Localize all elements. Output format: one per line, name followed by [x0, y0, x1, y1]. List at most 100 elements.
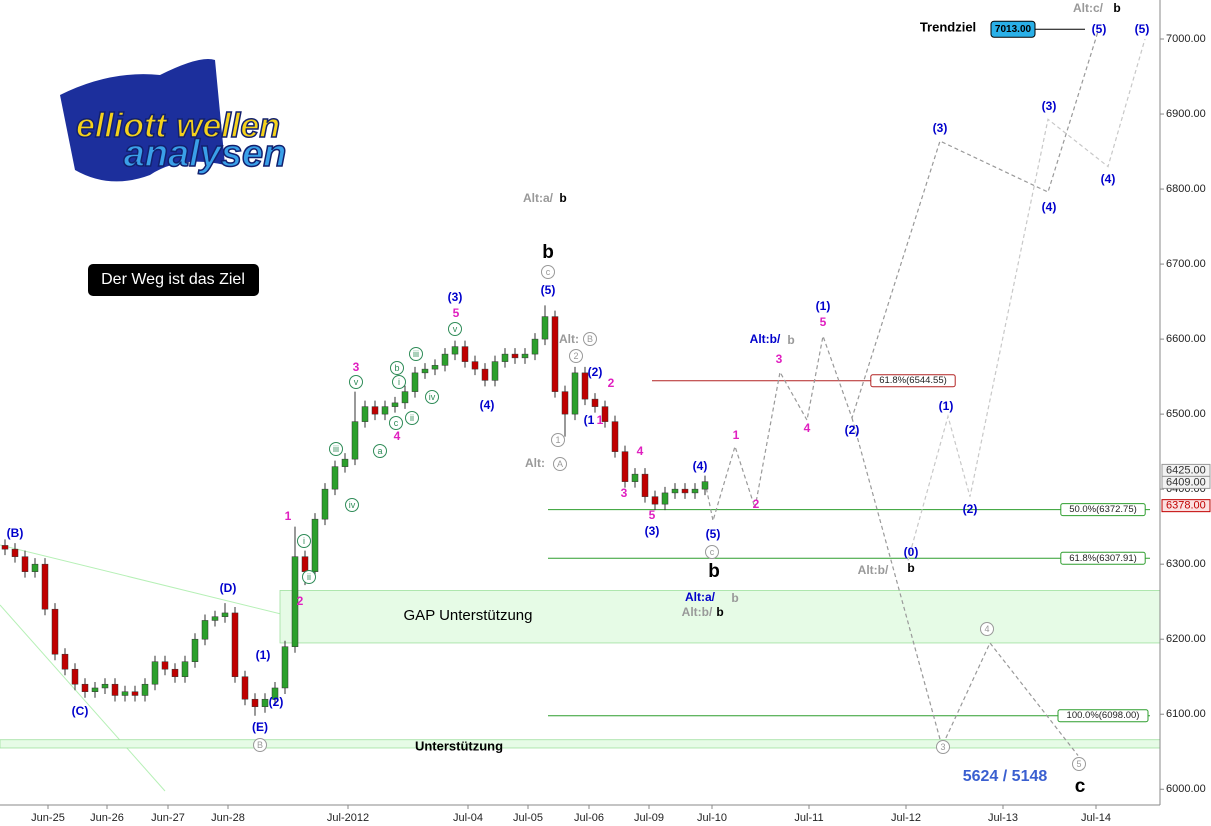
annotation-circle	[349, 375, 363, 389]
x-tick-label: Jul-11	[794, 812, 823, 824]
annotation: Alt:c/	[1073, 1, 1104, 15]
annotation: 1	[285, 509, 292, 523]
candle-body	[181, 661, 189, 677]
annotation: b	[731, 591, 738, 605]
annotation: b	[559, 191, 566, 205]
candle-body	[141, 683, 149, 696]
band	[279, 590, 1161, 644]
candle-body	[641, 473, 649, 497]
x-tick-label: Jul-05	[513, 812, 543, 824]
candle-body	[581, 372, 589, 400]
annotation: 5	[453, 306, 460, 320]
annotation: 2	[608, 376, 615, 390]
annotation: 1	[597, 413, 604, 427]
y-tick-label: 6600.00	[1166, 333, 1206, 345]
trend-line	[0, 604, 166, 792]
annotation-circle	[392, 375, 406, 389]
candle-body	[91, 687, 99, 692]
candle-body	[371, 406, 379, 415]
annotation-circle	[1072, 757, 1086, 771]
annotation-circle	[980, 622, 994, 636]
candle-body	[611, 421, 619, 452]
candle-body	[291, 556, 299, 647]
annotation: B	[257, 740, 263, 750]
annotation-circle	[345, 498, 359, 512]
x-tick-label: Jun-27	[151, 812, 185, 824]
logo-flag	[60, 59, 225, 182]
annotation: 3	[776, 352, 783, 366]
annotation: 4	[394, 429, 401, 443]
candle-body	[571, 372, 579, 415]
band-label: Unterstützung	[415, 738, 503, 753]
annotation: a	[377, 446, 382, 456]
annotation: b	[1113, 1, 1120, 15]
annotation: i	[398, 377, 400, 387]
candle-body	[51, 608, 59, 655]
annotation: (4)	[480, 398, 495, 412]
annotation: (4)	[693, 459, 708, 473]
candle-body	[591, 398, 599, 407]
annotation: (5)	[541, 283, 556, 297]
annotation: (B)	[7, 526, 24, 540]
annotation: iv	[429, 392, 436, 402]
annotation-circle	[302, 570, 316, 584]
band	[0, 739, 1161, 749]
annotation-circle	[425, 390, 439, 404]
annotation: (C)	[72, 704, 89, 718]
annotation: Alt:b/	[682, 605, 713, 619]
fib-label-box	[870, 374, 956, 388]
candle-body	[261, 698, 269, 707]
annotation: i	[303, 536, 305, 546]
annotation: b	[394, 363, 399, 373]
target-label: Trendziel	[920, 19, 976, 34]
annotation-circle	[253, 738, 267, 752]
candle-body	[241, 676, 249, 700]
candle-body	[451, 346, 459, 355]
annotation: b	[716, 605, 723, 619]
annotation: B	[587, 334, 593, 344]
annotation: 3	[621, 486, 628, 500]
candle-body	[201, 620, 209, 640]
annotation: (5)	[1135, 22, 1150, 36]
candle-body	[311, 518, 319, 572]
annotation: (E)	[252, 720, 268, 734]
annotation: b	[542, 242, 554, 263]
candle-body	[161, 661, 169, 670]
projection-line	[907, 38, 1146, 561]
candle-body	[511, 353, 519, 359]
candle-body	[211, 616, 219, 621]
candle-body	[121, 691, 129, 696]
x-tick-label: Jul-14	[1081, 812, 1111, 824]
annotation: (4)	[1101, 172, 1116, 186]
note: 5624 / 5148	[963, 768, 1048, 785]
x-tick-label: Jun-25	[31, 812, 65, 824]
annotation: v	[354, 377, 359, 387]
x-tick-label: Jun-26	[90, 812, 124, 824]
annotation: (1)	[939, 399, 954, 413]
x-tick-label: Jul-13	[988, 812, 1018, 824]
annotation: (3)	[1042, 99, 1057, 113]
annotation: Alt:a/	[523, 191, 554, 205]
annotation: (3)	[645, 524, 660, 538]
candle-body	[401, 391, 409, 404]
y-tick-label: 6100.00	[1166, 708, 1206, 720]
candle-body	[41, 563, 49, 610]
annotation: iii	[333, 444, 339, 454]
annotation: (3)	[933, 121, 948, 135]
annotation: b	[787, 333, 794, 347]
annotation: 3	[940, 742, 945, 752]
candle-body	[391, 402, 399, 407]
price-marker-label: 6378.00	[1166, 500, 1206, 512]
y-tick-label: 6700.00	[1166, 258, 1206, 270]
y-tick-label: 6500.00	[1166, 408, 1206, 420]
candle-body	[521, 353, 529, 359]
x-tick-label: Jul-06	[574, 812, 604, 824]
annotation: (2)	[963, 502, 978, 516]
candle-body	[171, 668, 179, 677]
annotation: 3	[353, 360, 360, 374]
band-label: GAP Unterstützung	[404, 607, 533, 624]
candle-body	[491, 361, 499, 381]
price-marker-label: 6409.00	[1166, 476, 1206, 488]
fib-label-box	[1057, 709, 1149, 723]
candle-body	[131, 691, 139, 696]
